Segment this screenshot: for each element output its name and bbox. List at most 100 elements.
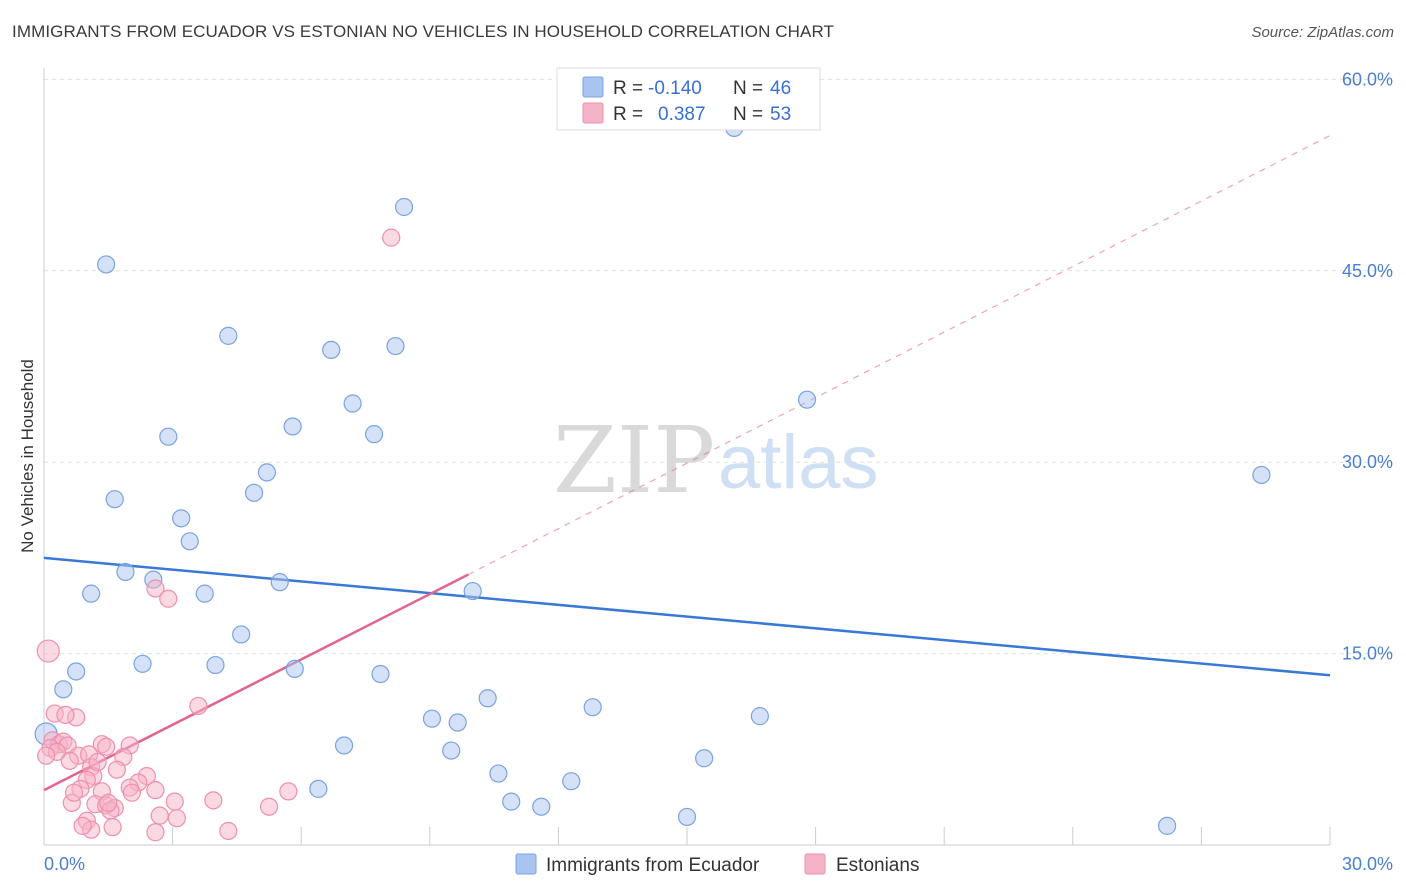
ecuador-point xyxy=(695,749,714,768)
legend-r-value-2: 0.387 xyxy=(658,104,706,125)
legend-r-value-1: -0.140 xyxy=(648,78,702,99)
legend-n-value-2: 53 xyxy=(770,104,791,125)
y-tick-label-3: 60.0% xyxy=(1342,69,1393,89)
bottom-legend-label-estonians: Estonians xyxy=(836,855,919,876)
estonians-point xyxy=(146,823,165,842)
ecuador-point xyxy=(322,340,341,360)
ecuador-point xyxy=(206,655,225,675)
ecuador-point xyxy=(502,792,521,811)
legend-n-label-1: N = xyxy=(733,78,763,99)
ecuador-point xyxy=(364,425,384,444)
ecuador-point xyxy=(677,807,697,827)
ecuador-point xyxy=(442,741,461,760)
estonians-point xyxy=(150,806,169,825)
ecuador-point xyxy=(97,255,116,274)
estonians-point xyxy=(167,809,186,828)
ecuador-point xyxy=(386,336,405,356)
ecuador-point xyxy=(343,394,362,413)
legend-r-label-2: R = xyxy=(613,104,643,125)
estonians-point xyxy=(146,781,165,800)
ecuador-point xyxy=(562,772,581,791)
estonians-point xyxy=(60,751,79,770)
ecuador-point xyxy=(232,625,251,644)
estonians-point xyxy=(146,579,165,598)
ecuador-point xyxy=(159,427,178,446)
estonians-point xyxy=(279,782,298,801)
ecuador-point xyxy=(82,584,101,603)
y-tick-label-1: 30.0% xyxy=(1342,452,1393,472)
chart-source: Source: ZipAtlas.com xyxy=(1251,24,1394,41)
estonians-point xyxy=(73,816,92,835)
tick-labels: 15.0% 30.0% 45.0% 60.0% 0.0% 30.0% xyxy=(44,69,1393,874)
ecuador-point xyxy=(489,764,508,783)
ecuador-point xyxy=(285,659,304,679)
watermark-atlas: atlas xyxy=(718,420,879,505)
ecuador-point xyxy=(478,689,497,708)
ecuador-point xyxy=(532,797,551,816)
legend-swatch-ecuador xyxy=(582,76,604,98)
bottom-legend-swatch-estonians xyxy=(804,853,826,875)
estonians-point xyxy=(64,783,84,802)
ecuador-point xyxy=(172,509,191,528)
ecuador-point xyxy=(1252,465,1271,485)
x-tick-label-1: 30.0% xyxy=(1342,854,1393,874)
trend-extension-1 xyxy=(468,135,1331,576)
trend-lines xyxy=(43,135,1331,792)
ecuador-point xyxy=(797,390,817,409)
legend-r-label-1: R = xyxy=(613,78,643,99)
ecuador-point xyxy=(750,707,769,726)
ecuador-point xyxy=(334,736,354,755)
y-tick-label-2: 45.0% xyxy=(1342,261,1393,281)
estonians-point xyxy=(204,791,223,810)
estonians-point xyxy=(107,760,126,779)
y-tick-label-0: 15.0% xyxy=(1342,644,1393,664)
estonians-point xyxy=(36,639,60,663)
trend-line-0 xyxy=(43,556,1331,677)
ecuador-point xyxy=(219,326,238,345)
ecuador-point xyxy=(270,573,289,592)
estonians-point xyxy=(56,705,75,724)
estonians-point xyxy=(122,783,141,802)
estonians-point xyxy=(37,746,56,765)
ecuador-point xyxy=(583,698,602,717)
ecuador-point xyxy=(422,709,442,728)
estonians-point xyxy=(159,589,178,608)
legend-swatch-estonians xyxy=(582,102,604,124)
ecuador-point xyxy=(1158,816,1177,835)
chart-title: IMMIGRANTS FROM ECUADOR VS ESTONIAN NO V… xyxy=(12,22,835,41)
ecuador-point xyxy=(116,562,135,582)
bottom-legend-swatch-ecuador xyxy=(515,853,537,875)
ecuador-point xyxy=(448,713,467,732)
estonians-point xyxy=(99,793,118,812)
estonians-point xyxy=(165,792,184,811)
ecuador-point xyxy=(54,680,73,699)
ecuador-point xyxy=(195,584,214,603)
ecuador-point xyxy=(309,779,328,798)
ecuador-point xyxy=(463,581,482,601)
ecuador-point xyxy=(180,532,199,551)
axes xyxy=(43,68,1331,846)
ecuador-point xyxy=(67,662,86,681)
trend-line-1 xyxy=(43,573,469,792)
ecuador-point xyxy=(244,483,264,502)
estonians-point xyxy=(189,696,208,716)
gridlines xyxy=(44,78,1394,655)
estonians-point xyxy=(88,752,107,772)
ecuador-point xyxy=(257,463,277,482)
stats-legend: R = -0.140 N = 46 R = 0.387 N = 53 xyxy=(556,67,821,131)
estonians-point xyxy=(219,821,238,841)
estonians-point xyxy=(382,228,401,247)
bottom-legend-label-ecuador: Immigrants from Ecuador xyxy=(546,855,760,876)
watermark-zip: ZIP xyxy=(553,407,715,514)
ecuador-point xyxy=(371,664,390,684)
ecuador-point xyxy=(105,490,124,509)
estonians-point xyxy=(97,737,116,756)
ecuador-point xyxy=(283,417,302,436)
bottom-legend: Immigrants from Ecuador Estonians xyxy=(515,853,919,876)
ecuador-point xyxy=(394,197,414,217)
ecuador-point xyxy=(133,654,152,673)
legend-n-value-1: 46 xyxy=(770,78,791,99)
x-tick-label-0: 0.0% xyxy=(44,854,85,874)
estonians-point xyxy=(103,818,122,837)
